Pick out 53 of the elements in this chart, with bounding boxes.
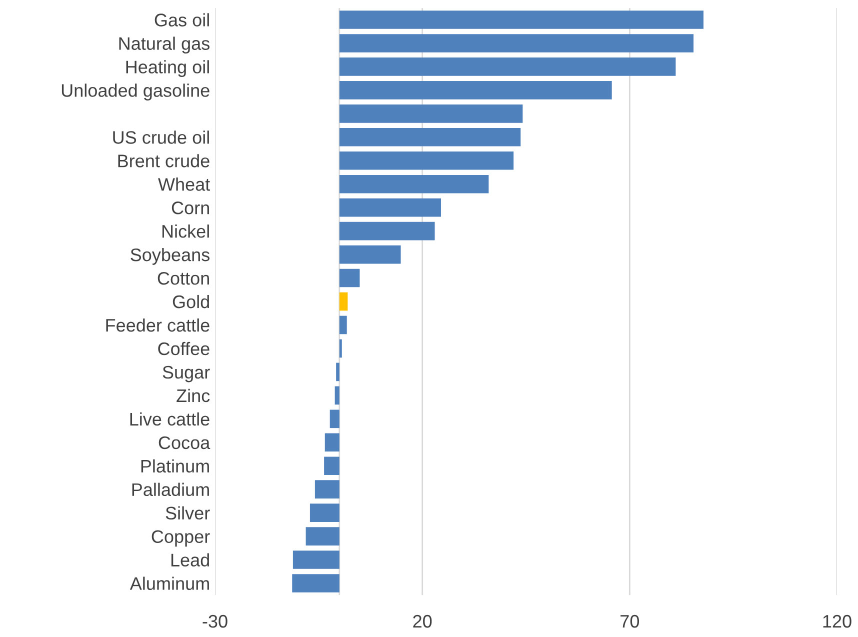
bar (314, 480, 340, 498)
bar (334, 386, 340, 405)
bar (339, 104, 523, 123)
y-tick-label: Aluminum (130, 576, 209, 590)
y-tick-label: Live cattle (130, 412, 210, 426)
bar (339, 198, 441, 217)
bar (339, 58, 676, 76)
bar (339, 34, 694, 52)
y-tick-label: Nickel (162, 224, 209, 238)
bar (292, 574, 340, 592)
y-tick-label: Soybeans (130, 248, 210, 265)
bar (339, 339, 342, 358)
y-tick-label: Corn (172, 202, 209, 214)
bar (292, 550, 340, 569)
bar (339, 222, 435, 240)
y-tick-label: Zinc (176, 388, 210, 402)
x-tick-label: 20 (413, 614, 432, 628)
y-tick-label: Gold (172, 294, 209, 308)
y-tick-label: Silver (166, 506, 210, 520)
bar (339, 245, 401, 264)
bar (324, 456, 340, 476)
bar (339, 10, 704, 29)
y-tick-label: Unloaded gasoline (62, 84, 210, 100)
y-tick-label: Sugar (162, 366, 210, 382)
y-tick-label: Cotton (158, 272, 209, 285)
y-tick-label: Natural gas (119, 36, 210, 54)
y-tick-label: Heating oil (126, 60, 209, 77)
y-tick-label: Wheat (158, 178, 210, 191)
y-tick-label: US crude oil (113, 130, 209, 144)
bar (330, 410, 340, 428)
bar (310, 504, 340, 522)
y-tick-label: Lead (171, 553, 209, 566)
x-tick-label: -30 (202, 614, 228, 628)
bar (339, 128, 521, 146)
y-tick-label: Feeder cattle (106, 318, 210, 332)
x-tick-label: 70 (620, 614, 640, 628)
y-tick-label: Coffee (158, 342, 210, 356)
bar (336, 362, 340, 382)
bar (339, 316, 347, 334)
y-tick-label: Gas oil (154, 13, 209, 26)
y-tick-label: Palladium (132, 482, 209, 496)
bar (339, 292, 348, 311)
bar (306, 527, 340, 546)
bar (339, 268, 360, 288)
bar (324, 433, 340, 452)
bar (339, 151, 514, 170)
y-tick-label: Cocoa (158, 436, 210, 450)
y-tick-label: Brent crude (118, 154, 210, 168)
bar (339, 174, 489, 194)
y-tick-label: Platinum (141, 459, 209, 473)
bar (339, 81, 612, 100)
x-tick-label: 120 (823, 614, 852, 628)
y-tick-label: Copper (152, 530, 210, 547)
